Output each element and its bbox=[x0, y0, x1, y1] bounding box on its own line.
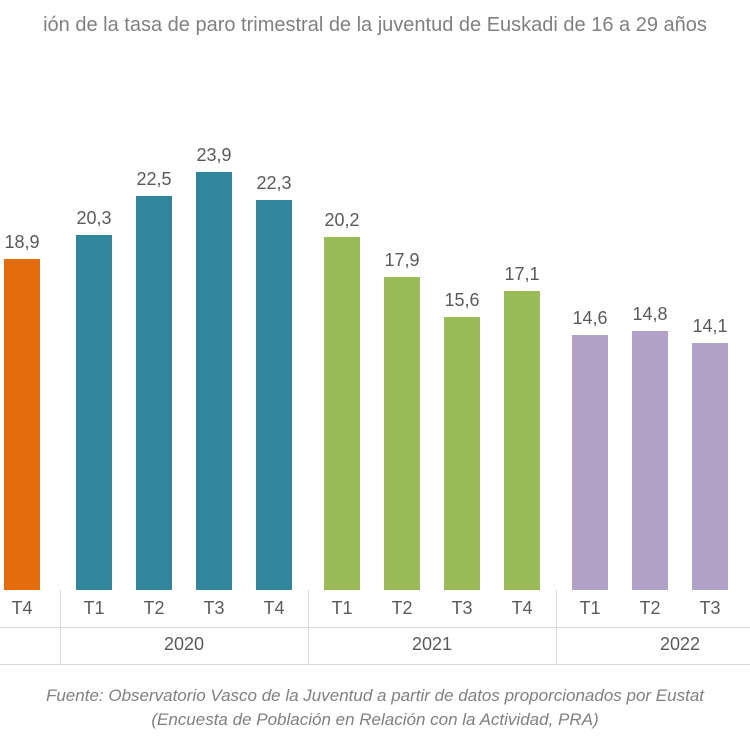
year-label: 2021 bbox=[316, 634, 548, 655]
bar-value: 15,6 bbox=[444, 290, 479, 311]
bar-quarter-label: T3 bbox=[451, 598, 472, 619]
group-divider-3 bbox=[556, 590, 557, 664]
source-line-1: Fuente: Observatorio Vasco de la Juventu… bbox=[0, 686, 750, 706]
axis-separator-2 bbox=[0, 664, 750, 665]
bar-rect bbox=[196, 172, 232, 590]
bar-value: 17,9 bbox=[384, 250, 419, 271]
group-divider-1 bbox=[60, 590, 61, 664]
bar-value: 23,9 bbox=[196, 145, 231, 166]
bar-value: 22,3 bbox=[256, 173, 291, 194]
chart-area: 7,1T318,9T420,3T122,5T223,9T322,3T420,2T… bbox=[0, 100, 748, 590]
chart-title: ión de la tasa de paro trimestral de la … bbox=[0, 14, 750, 37]
bar-quarter-label: T3 bbox=[699, 598, 720, 619]
bar-quarter-label: T4 bbox=[511, 598, 532, 619]
bar-quarter-label: T3 bbox=[203, 598, 224, 619]
bar-quarter-label: T2 bbox=[143, 598, 164, 619]
year-label: 2020 bbox=[68, 634, 300, 655]
bar-rect bbox=[504, 291, 540, 590]
bar-quarter-label: T4 bbox=[11, 598, 32, 619]
bar-value: 18,9 bbox=[4, 232, 39, 253]
bar-rect bbox=[4, 259, 40, 590]
bar-rect bbox=[572, 335, 608, 591]
source-line-2: (Encuesta de Población en Relación con l… bbox=[0, 710, 750, 730]
bar-value: 20,3 bbox=[76, 208, 111, 229]
bar-quarter-label: T1 bbox=[83, 598, 104, 619]
bar-quarter-label: T1 bbox=[579, 598, 600, 619]
group-divider-2 bbox=[308, 590, 309, 664]
bar-quarter-label: T4 bbox=[263, 598, 284, 619]
bar-value: 14,1 bbox=[692, 316, 727, 337]
bar-rect bbox=[76, 235, 112, 590]
bar-rect bbox=[692, 343, 728, 590]
bar-value: 17,1 bbox=[504, 264, 539, 285]
bar-value: 14,8 bbox=[632, 304, 667, 325]
bar-rect bbox=[256, 200, 292, 590]
bar-value: 14,6 bbox=[572, 308, 607, 329]
bar-quarter-label: T2 bbox=[391, 598, 412, 619]
year-label: 2022 bbox=[564, 634, 750, 655]
bar-quarter-label: T1 bbox=[331, 598, 352, 619]
bar-value: 22,5 bbox=[136, 169, 171, 190]
bar-rect bbox=[384, 277, 420, 590]
bar-rect bbox=[324, 237, 360, 591]
axis-separator-1 bbox=[0, 627, 750, 628]
bar-value: 20,2 bbox=[324, 210, 359, 231]
bar-rect bbox=[632, 331, 668, 590]
bar-rect bbox=[444, 317, 480, 590]
bar-rect bbox=[136, 196, 172, 590]
bar-quarter-label: T2 bbox=[639, 598, 660, 619]
